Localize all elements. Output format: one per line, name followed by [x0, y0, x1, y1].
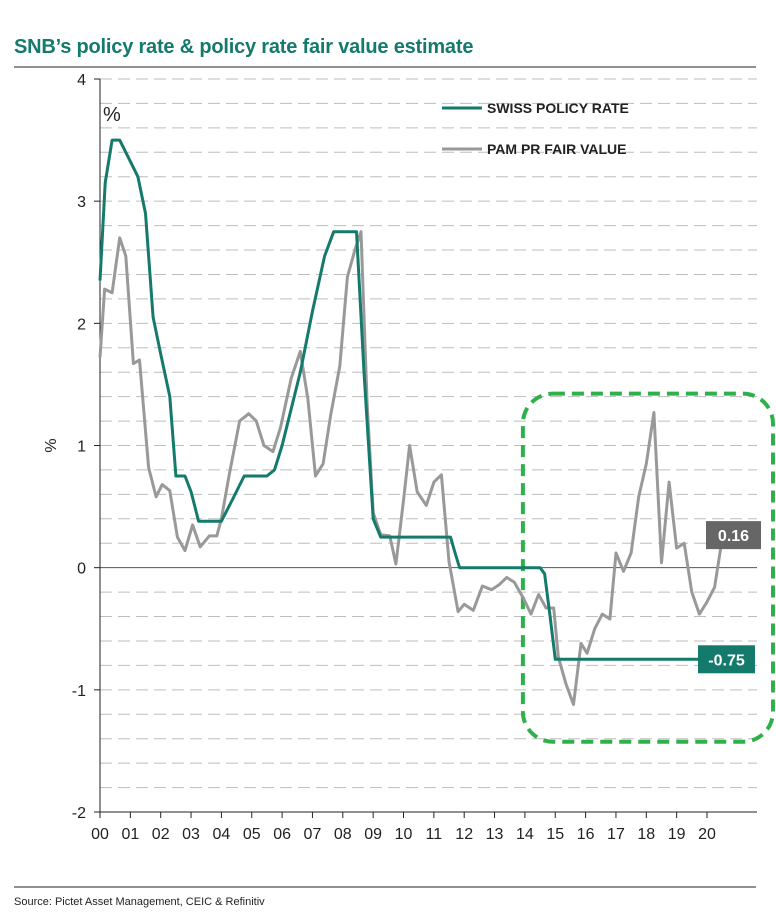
x-tick-label: 01	[121, 826, 139, 843]
legend: SWISS POLICY RATE PAM PR FAIR VALUE	[442, 100, 629, 157]
legend-label: SWISS POLICY RATE	[487, 100, 629, 116]
y-tick-label: -2	[72, 805, 86, 822]
x-tick-label: 11	[426, 826, 443, 843]
chart-title: SNB’s policy rate & policy rate fair val…	[14, 36, 474, 58]
unit-label: %	[103, 104, 121, 126]
value-annotations: 0.16 -0.75	[698, 521, 761, 674]
x-tick-label: 16	[577, 826, 595, 843]
x-tick-label: 07	[304, 826, 322, 843]
source-note: Source: Pictet Asset Management, CEIC & …	[14, 896, 265, 908]
x-tick-label: 19	[668, 826, 686, 843]
x-tick-label: 03	[182, 826, 200, 843]
badge-background	[706, 521, 761, 550]
x-tick-label: 17	[607, 826, 625, 843]
badge-value: 0.16	[718, 528, 749, 545]
x-tick-label: 04	[213, 826, 231, 843]
y-tick-label: 4	[77, 72, 86, 89]
y-axis-title: %	[43, 438, 60, 452]
series-lines	[98, 138, 738, 706]
y-tick-label: 1	[77, 439, 86, 456]
y-tick-label: -1	[72, 683, 86, 700]
fair-value-badge: 0.16	[706, 521, 761, 550]
badge-value: -0.75	[708, 652, 745, 669]
x-tick-label: 02	[152, 826, 170, 843]
y-tick-label: 2	[77, 316, 86, 333]
x-tick-label: 15	[546, 826, 564, 843]
x-tick-label: 12	[455, 826, 473, 843]
y-tick-label: 0	[77, 561, 86, 578]
policy-rate-badge: -0.75	[698, 645, 755, 674]
x-tick-label: 06	[273, 826, 291, 843]
legend-label: PAM PR FAIR VALUE	[487, 141, 627, 157]
badge-background	[698, 645, 755, 674]
x-tick-label: 00	[91, 826, 109, 843]
x-tick-label: 20	[698, 826, 716, 843]
swiss-policy-rate-line	[98, 138, 738, 661]
pam-fair-value-line	[98, 230, 723, 706]
x-tick-label: 05	[243, 826, 261, 843]
x-tick-label: 08	[334, 826, 352, 843]
x-tick-label: 09	[364, 826, 382, 843]
y-tick-label: 3	[77, 194, 86, 211]
x-tick-label: 14	[516, 826, 534, 843]
x-tick-label: 18	[637, 826, 655, 843]
grid-lines	[100, 78, 757, 813]
x-tick-label: 10	[395, 826, 413, 843]
x-tick-label: 13	[486, 826, 504, 843]
